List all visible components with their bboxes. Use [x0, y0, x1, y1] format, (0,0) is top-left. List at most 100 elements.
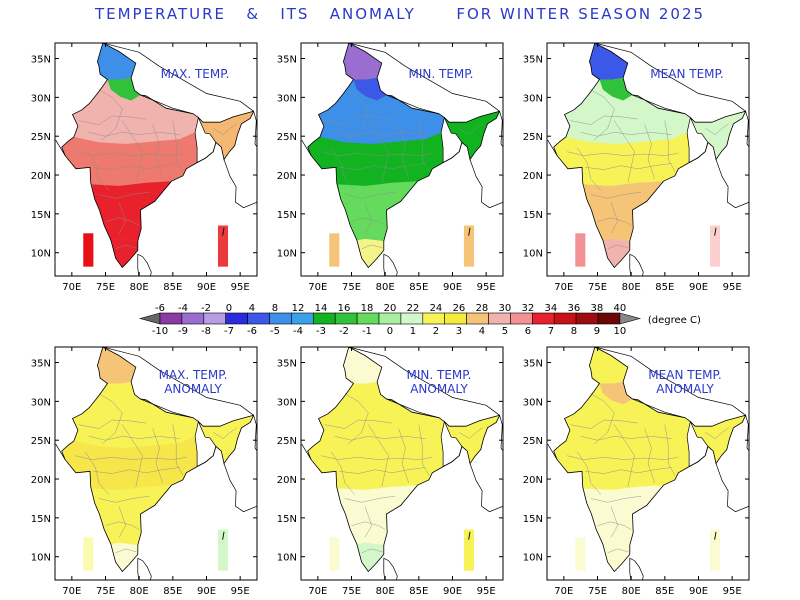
x-tick-label: 85E: [655, 586, 674, 597]
district-boundary: [339, 467, 426, 474]
colorbar-bottom-label: -3: [316, 326, 326, 337]
india-outline: [307, 347, 501, 573]
region-central: [553, 436, 690, 490]
andaman-islands: [468, 531, 471, 540]
colorbar-segment: [356, 312, 380, 325]
country-boundary: [547, 443, 558, 460]
island-box-andaman: [217, 225, 229, 267]
india-outline: [61, 43, 255, 269]
y-tick-label: 35N: [31, 359, 51, 370]
panel-label-anomaly: ANOMALY: [656, 382, 714, 396]
map-frame: [54, 346, 258, 581]
district-boundary: [344, 393, 369, 445]
y-tick-label: 20N: [277, 171, 297, 182]
island-box-andaman: [709, 529, 721, 571]
x-tick-label: 75E: [342, 586, 361, 597]
y-tick-label: 15N: [31, 210, 51, 221]
country-boundary: [55, 443, 66, 460]
colorbar-bottom-label: 4: [479, 326, 485, 337]
island-box-lakshadweep: [329, 537, 340, 571]
y-tick-label: 10N: [523, 553, 543, 564]
country-boundary: [469, 463, 503, 513]
district-boundary: [590, 89, 615, 141]
district-boundary: [705, 123, 729, 135]
island-box-lakshadweep: [329, 233, 340, 267]
x-tick-label: 80E: [376, 282, 395, 293]
district-boundary: [361, 244, 383, 250]
region-east: [690, 111, 746, 160]
x-tick-label: 70E: [62, 586, 81, 597]
map-frame: [300, 346, 504, 581]
district-boundary: [614, 120, 635, 183]
colorbar-bottom-label: -7: [224, 326, 234, 337]
colorbar-segment: [553, 312, 577, 325]
district-boundary: [577, 147, 602, 191]
region-upper: [318, 383, 445, 448]
panel-label: MEAN TEMP.: [650, 67, 723, 81]
andaman-islands: [714, 227, 717, 236]
region-south: [584, 181, 664, 241]
x-tick-label: 70E: [308, 282, 327, 293]
district-boundary: [172, 424, 184, 476]
colorbar-bottom-label: 10: [614, 326, 627, 337]
x-tick-label: 85E: [409, 282, 428, 293]
x-tick-label: 90E: [197, 586, 216, 597]
sri-lanka: [629, 557, 644, 580]
y-tick-label: 25N: [277, 436, 297, 447]
district-boundary: [75, 151, 187, 156]
district-boundary: [344, 191, 396, 199]
colorbar-top-label: 30: [499, 303, 512, 314]
district-boundary: [607, 548, 629, 554]
district-boundary: [664, 120, 676, 172]
x-tick-label: 90E: [443, 282, 462, 293]
island-box-andaman: [463, 529, 475, 571]
y-tick-label: 10N: [31, 553, 51, 564]
india-outline: [553, 347, 747, 573]
colorbar-segment: [334, 312, 358, 325]
x-tick-label: 75E: [588, 586, 607, 597]
x-tick-label: 95E: [231, 586, 250, 597]
colorbar-segment: [422, 312, 445, 325]
district-boundary: [368, 424, 389, 487]
region-central: [61, 436, 198, 490]
country-boundary: [301, 443, 312, 460]
map-frame: [54, 42, 258, 277]
colorbar-bottom-label: 7: [548, 326, 554, 337]
y-tick-label: 15N: [277, 514, 297, 525]
region-upper: [72, 383, 199, 448]
colorbar-bottom-label: -6: [247, 326, 257, 337]
colorbar-top-label: -4: [178, 303, 188, 314]
x-tick-label: 85E: [655, 282, 674, 293]
country-boundary: [547, 139, 558, 156]
y-tick-label: 15N: [277, 210, 297, 221]
map-panel: 70E 75E 80E 85E 90E 95E 35N 30N 25N 20N 15N 10N MIN.…: [277, 346, 504, 597]
colorbar-segment: [597, 312, 621, 325]
colorbar-top-label: 36: [568, 303, 581, 314]
district-boundary: [590, 191, 642, 199]
district-boundary: [570, 419, 638, 429]
y-tick-label: 20N: [31, 475, 51, 486]
colorbar-top-label: 34: [545, 303, 558, 314]
colorbar-segment: [181, 312, 205, 325]
district-boundary: [324, 419, 392, 429]
panel-label-anomaly: ANOMALY: [410, 382, 468, 396]
y-tick-label: 20N: [523, 171, 543, 182]
colorbar-top-label: 24: [430, 303, 443, 314]
district-boundary: [344, 495, 396, 503]
region-central: [61, 132, 198, 186]
country-boundary: [594, 347, 746, 416]
andaman-islands: [468, 227, 471, 236]
country-boundary: [301, 139, 312, 156]
colorbar-arrow-left: [138, 312, 161, 325]
colorbar-segment: [531, 312, 555, 325]
colorbar-bottom-label: 2: [433, 326, 439, 337]
district-boundary: [105, 521, 140, 530]
region-east: [444, 111, 500, 160]
colorbar-segment: [510, 312, 533, 325]
map-panel: 70E 75E 80E 85E 90E 95E 35N 30N 25N 20N 15N 10N MEAN…: [523, 346, 750, 597]
sri-lanka: [137, 253, 152, 276]
country-boundary: [223, 159, 257, 209]
district-boundary: [85, 147, 110, 191]
y-tick-label: 15N: [31, 514, 51, 525]
district-boundary: [85, 451, 110, 495]
